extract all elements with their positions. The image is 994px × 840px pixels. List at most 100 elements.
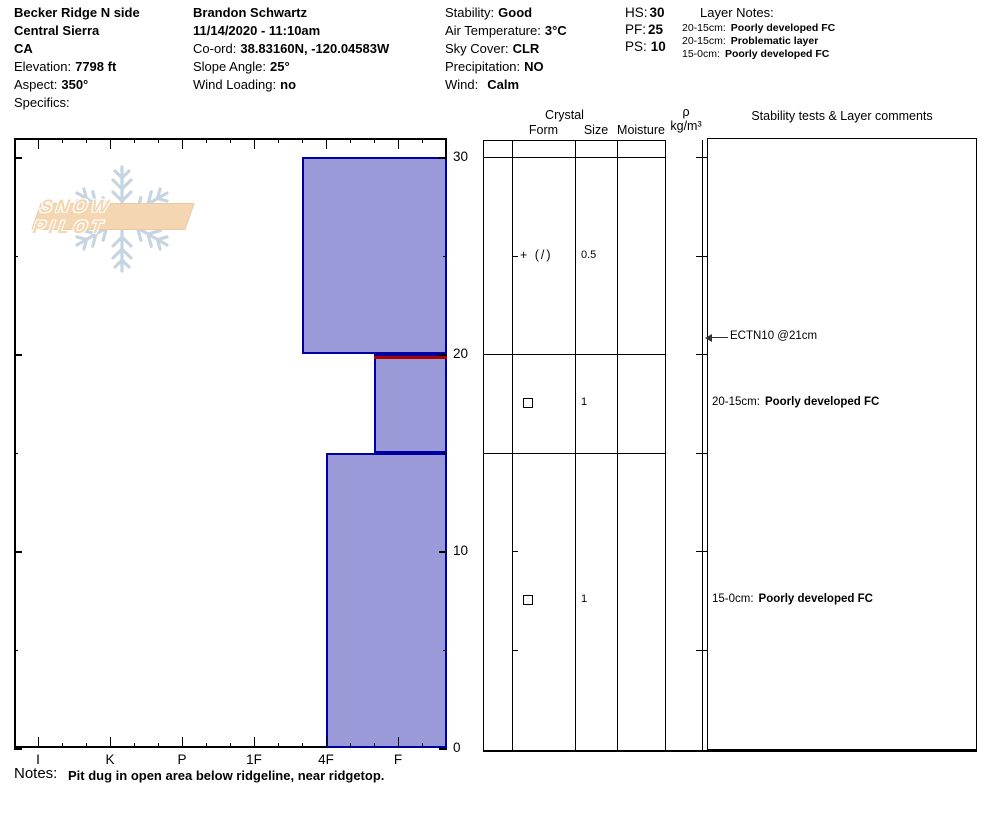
- layer-comment-text: Poorly developed FC: [758, 593, 873, 606]
- stability: Stability: Good: [445, 5, 533, 20]
- hardness-tick-top: [350, 138, 351, 143]
- grain-form-facet-symbol: [523, 595, 533, 606]
- hardness-tick-top: [62, 138, 63, 143]
- snowflake-icon: [70, 165, 174, 273]
- observation-datetime: 11/14/2020 - 11:10am: [193, 23, 321, 38]
- depth-tick-left: [14, 157, 22, 159]
- layer-bar-20-15cm: [374, 354, 447, 453]
- hardness-tick-top: [302, 138, 303, 143]
- density-depth-tick: [696, 157, 708, 158]
- coordinates: Co-ord: 38.83160N, -120.04583W: [193, 41, 390, 56]
- hardness-tick-bottom: [182, 737, 183, 748]
- hardness-tick-top: [230, 138, 231, 143]
- hardness-tick-bottom: [206, 743, 207, 748]
- hardness-tick-top: [86, 138, 87, 143]
- stability-test-arrowhead: [705, 334, 712, 342]
- hardness-label-1F: 1F: [246, 752, 262, 767]
- site-state: CA: [14, 41, 33, 56]
- notes-text: Pit dug in open area below ridgeline, ne…: [68, 768, 385, 783]
- crystal-header: Crystal: [545, 108, 584, 122]
- stability-comments-box: [707, 138, 977, 750]
- layer-note-range: 20-15cm:: [682, 35, 726, 47]
- air-temperature: Air Temperature: 3°C: [445, 23, 567, 38]
- hardness-tick-top: [326, 138, 327, 149]
- density-depth-tick: [696, 256, 708, 257]
- layer-notes-list: 20-15cm: Poorly developed FC 20-15cm: Probl…: [682, 22, 835, 61]
- layer-bar-30-20cm: [302, 157, 447, 354]
- layer-note-text: Problematic layer: [730, 35, 819, 47]
- depth-minor-tick-left: [14, 650, 18, 651]
- hardness-label-4F: 4F: [318, 752, 334, 767]
- hardness-tick-bottom: [86, 743, 87, 748]
- stability-test-arrow-shaft: [711, 337, 728, 338]
- height-of-snow: HS: 30: [625, 5, 665, 20]
- depth-tick-left: [14, 354, 22, 356]
- hardness-tick-top: [374, 138, 375, 143]
- table-vline: [617, 140, 618, 750]
- depth-tick-right: [439, 551, 447, 553]
- layer-comment: 20-15cm: Poorly developed FC: [712, 396, 879, 408]
- layer-comment: 15-0cm: Poorly developed FC: [712, 593, 873, 605]
- pit-depth-pf: PF: 25: [625, 22, 664, 37]
- table-bottom-border: [483, 750, 977, 752]
- hardness-tick-bottom: [350, 743, 351, 748]
- layer-note-item: 20-15cm: Problematic layer: [682, 35, 835, 48]
- hardness-label-I: I: [36, 752, 40, 767]
- hardness-tick-top: [182, 138, 183, 149]
- site-aspect: Aspect: 350°: [14, 77, 89, 92]
- depth-tick-left: [14, 551, 22, 553]
- density-rho-header: ρ: [682, 105, 690, 119]
- grain-form-facet-symbol: [523, 398, 533, 409]
- table-vline: [702, 140, 703, 750]
- table-row-line: [483, 157, 665, 158]
- precipitation: Precipitation: NO: [445, 59, 544, 74]
- layer-notes-title: Layer Notes:: [700, 5, 774, 20]
- depth-minor-tick-right: [443, 453, 447, 454]
- wind-loading: Wind Loading: no: [193, 77, 297, 92]
- pit-depth-ps: PS: 10: [625, 39, 666, 54]
- depth-tick-left: [14, 748, 22, 750]
- hardness-label-P: P: [177, 752, 187, 767]
- hardness-tick-bottom: [62, 743, 63, 748]
- hardness-tick-bottom: [326, 737, 327, 748]
- hardness-tick-top: [134, 138, 135, 143]
- table-vline: [483, 140, 484, 750]
- depth-tick-right: [439, 157, 447, 159]
- stability-test-label: ECTN10 @21cm: [730, 330, 818, 342]
- hardness-label-F: F: [393, 752, 403, 767]
- hardness-tick-top: [278, 138, 279, 143]
- hardness-tick-top: [398, 138, 399, 149]
- hardness-tick-bottom: [110, 737, 111, 748]
- hardness-tick-bottom: [278, 743, 279, 748]
- hardness-tick-bottom: [302, 743, 303, 748]
- density-depth-tick: [696, 650, 708, 651]
- depth-tick-right: [439, 354, 447, 356]
- layer-note-range: 15-0cm:: [682, 48, 720, 60]
- sky-cover: Sky Cover: CLR: [445, 41, 540, 56]
- hardness-tick-bottom: [38, 737, 39, 748]
- notes-label: Notes:: [14, 765, 58, 782]
- table-depth-tick: [512, 551, 518, 552]
- depth-tick-right: [439, 748, 447, 750]
- table-row-line: [483, 453, 665, 454]
- layer-comment-range: 15-0cm:: [712, 593, 754, 606]
- table-vline: [665, 140, 666, 750]
- layer-comment-range: 20-15cm:: [712, 396, 760, 409]
- hardness-tick-top: [38, 138, 39, 149]
- depth-tick-label: 0: [453, 740, 461, 755]
- hardness-label-K: K: [105, 752, 115, 767]
- snowpilot-logo: [60, 163, 185, 275]
- form-header: Form: [528, 123, 559, 137]
- grain-form-text: + (/): [520, 247, 553, 262]
- hardness-tick-bottom: [158, 743, 159, 748]
- layer-note-item: 15-0cm: Poorly developed FC: [682, 48, 835, 61]
- hardness-tick-bottom: [422, 743, 423, 748]
- site-region: Central Sierra: [14, 23, 100, 38]
- hardness-tick-bottom: [374, 743, 375, 748]
- hardness-tick-bottom: [398, 737, 399, 748]
- depth-minor-tick-left: [14, 256, 18, 257]
- slope-angle: Slope Angle: 25°: [193, 59, 290, 74]
- stability-tests-header: Stability tests & Layer comments: [751, 109, 933, 123]
- layer-note-text: Poorly developed FC: [724, 48, 830, 60]
